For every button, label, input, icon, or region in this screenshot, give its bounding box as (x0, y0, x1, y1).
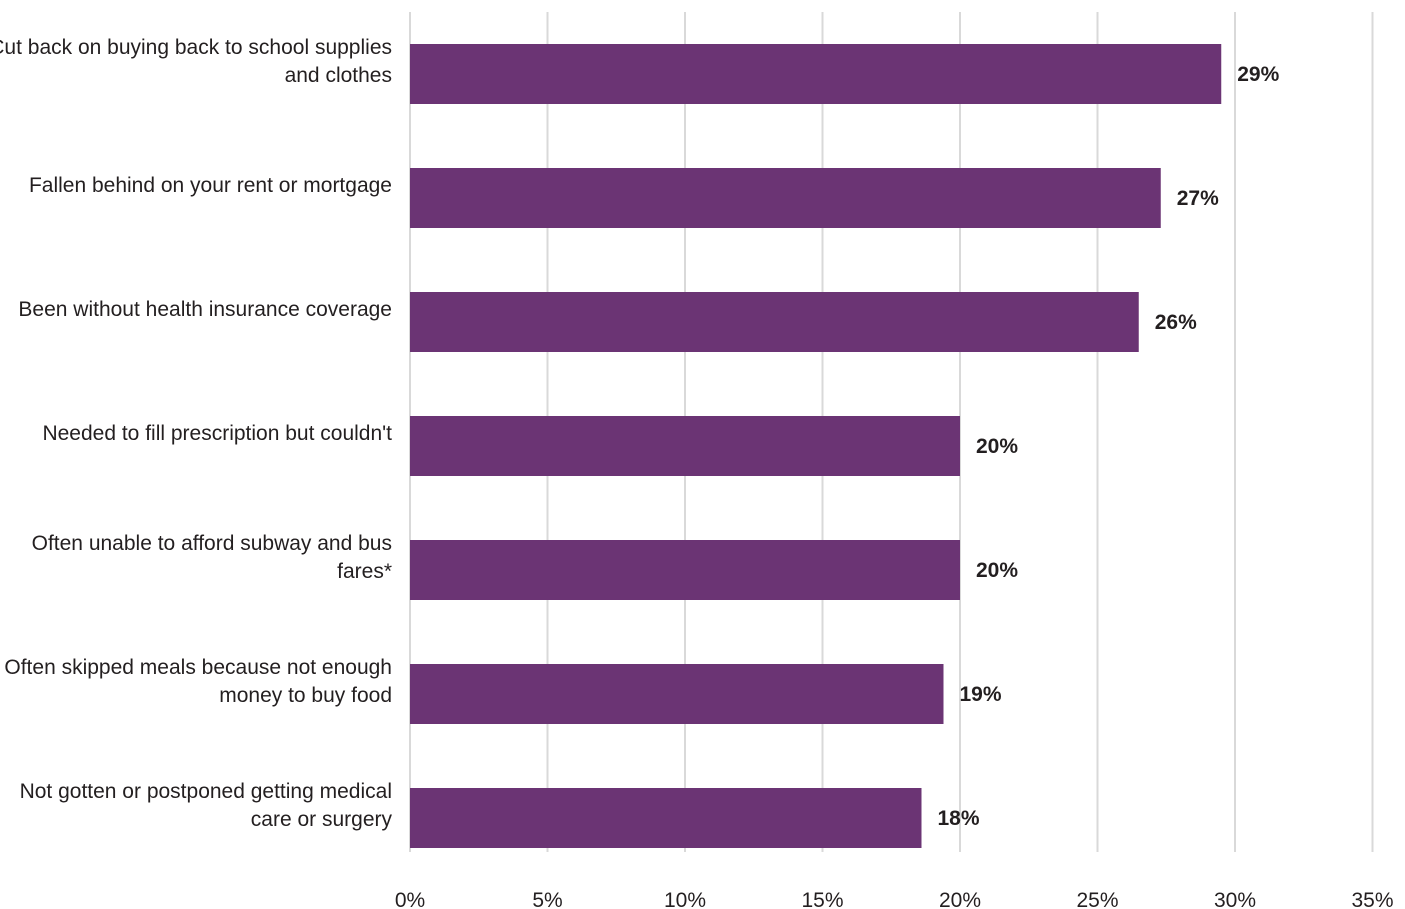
data-label: 29% (1237, 63, 1279, 86)
category-label: Not gotten or postponed getting medical (20, 780, 392, 803)
x-tick-label: 20% (939, 889, 981, 909)
category-label: care or surgery (251, 808, 393, 831)
x-tick-label: 5% (532, 889, 562, 909)
data-label: 18% (938, 807, 980, 830)
category-label: money to buy food (219, 684, 392, 707)
bar (410, 664, 944, 724)
bar (410, 44, 1222, 104)
category-label: Fallen behind on your rent or mortgage (29, 174, 392, 197)
x-tick-label: 30% (1214, 889, 1256, 909)
x-tick-label: 35% (1351, 889, 1393, 909)
data-label: 20% (976, 559, 1018, 582)
x-tick-label: 10% (664, 889, 706, 909)
category-label: Been without health insurance coverage (18, 298, 392, 321)
category-label: Cut back on buying back to school suppli… (0, 36, 392, 59)
data-labels: 29% 27% 26% 20% 20% 19% 18% (938, 63, 1280, 830)
x-tick-label: 15% (801, 889, 843, 909)
data-label: 26% (1155, 311, 1197, 334)
data-label: 20% (976, 435, 1018, 458)
category-label: fares* (337, 560, 392, 583)
x-axis-tick-labels: 0% 5% 10% 15% 20% 25% 30% 35% (395, 889, 1394, 909)
category-label: Needed to fill prescription but couldn't (42, 422, 392, 445)
category-labels: Cut back on buying back to school suppli… (0, 36, 392, 831)
category-label: Often skipped meals because not enough (4, 656, 392, 679)
x-tick-label: 25% (1076, 889, 1118, 909)
bar (410, 540, 960, 600)
category-label: and clothes (285, 64, 392, 87)
data-label: 27% (1177, 187, 1219, 210)
data-label: 19% (960, 683, 1002, 706)
bar (410, 788, 922, 848)
bar (410, 416, 960, 476)
bars (410, 44, 1222, 848)
x-tick-label: 0% (395, 889, 425, 909)
bar (410, 292, 1139, 352)
bar (410, 168, 1161, 228)
category-label: Often unable to afford subway and bus (32, 532, 392, 555)
